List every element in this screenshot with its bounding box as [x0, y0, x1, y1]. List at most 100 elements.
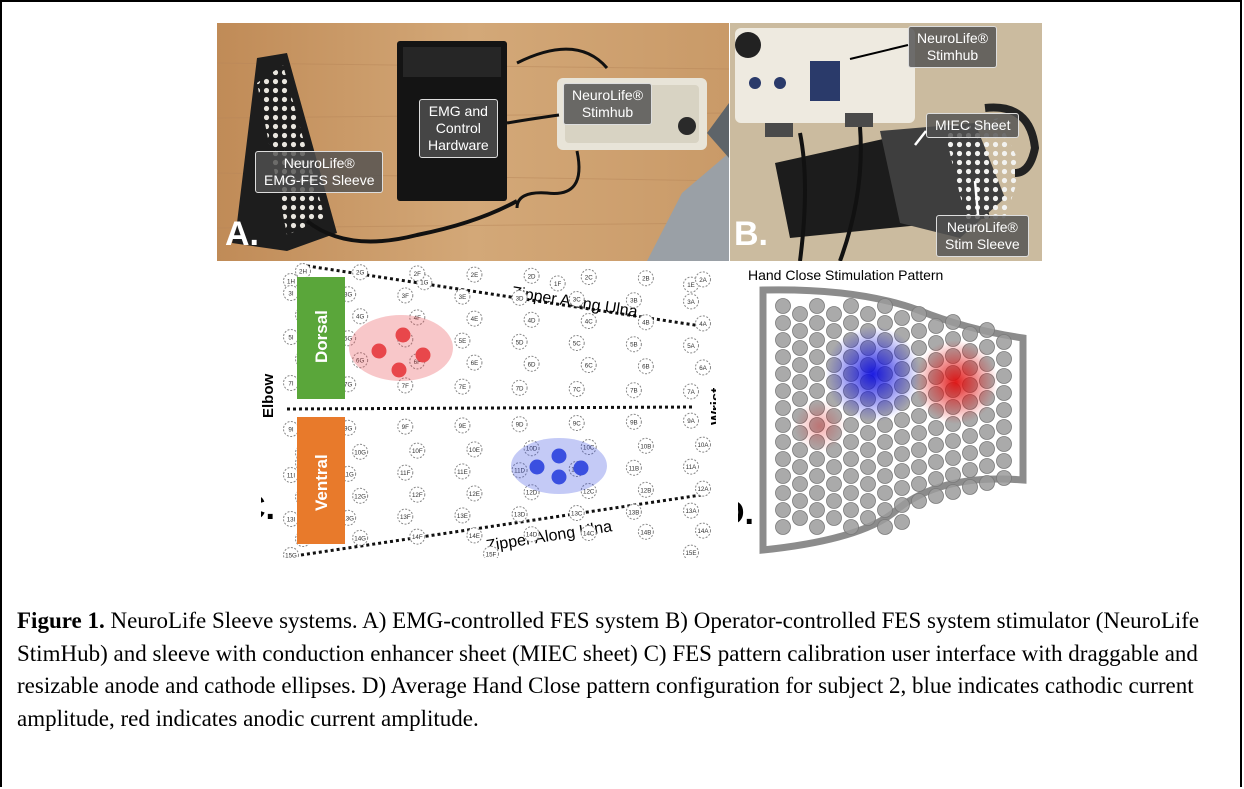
electrode-circle	[580, 357, 597, 373]
electrode: 3C	[568, 291, 585, 307]
label-emg-control-hardware: EMG and Control Hardware	[419, 99, 498, 158]
anode-electrode	[395, 327, 411, 343]
electrode: 2D	[523, 267, 540, 284]
electrode-label: 11G	[343, 471, 354, 478]
electrode-label: 7A	[687, 389, 695, 396]
electrode-dot	[775, 434, 791, 450]
electrode: 14D	[523, 526, 540, 543]
electrode-circle	[637, 314, 654, 331]
electrode-label: 11A	[686, 464, 697, 471]
anode-electrode	[415, 347, 431, 363]
electrode-circle	[523, 267, 540, 284]
electrode-label: 13D	[514, 512, 526, 519]
electrode-circle	[466, 354, 483, 371]
panel-c-ui: Zipper Along Ulna Zipper Along Ulna Elbo…	[261, 263, 716, 558]
label-stim-sleeve: NeuroLife® Stim Sleeve	[936, 215, 1029, 257]
electrode: 13F	[397, 508, 414, 525]
electrode-circle	[568, 415, 585, 431]
electrode-circle	[466, 485, 483, 502]
dorsal-bar	[297, 277, 345, 399]
electrode: 14G	[352, 529, 369, 546]
electrode-dot	[877, 519, 893, 535]
electrode-circle	[695, 359, 711, 376]
electrode-circle	[409, 442, 426, 459]
electrode-dot	[792, 493, 808, 509]
electrode: 5E	[454, 332, 471, 349]
label-line: NeuroLife®	[283, 155, 355, 171]
electrode-dot	[809, 451, 825, 467]
electrode-label: 14E	[469, 533, 480, 540]
electrode-dot	[826, 459, 842, 475]
electrode-label: 9B	[630, 419, 638, 426]
electrode-dot	[792, 476, 808, 492]
electrode-label: 11E	[457, 469, 468, 476]
electrode-label: 12C	[583, 489, 595, 496]
electrode-dot	[945, 433, 961, 449]
electrode: 4E	[466, 310, 483, 327]
electrode-dot	[962, 479, 978, 495]
electrode: 9I	[283, 421, 299, 437]
electrode: 2H	[295, 263, 311, 279]
electrode-circle	[568, 381, 585, 397]
electrode: 7B	[625, 382, 642, 399]
electrode-dot	[792, 374, 808, 390]
electrode-dot	[911, 408, 927, 424]
panel-d-pattern: Hand Close Stimulation Pattern D.	[738, 268, 1043, 558]
electrode-dot	[775, 298, 791, 314]
electrode-label: 10G	[354, 449, 366, 456]
electrode-label: 3F	[402, 293, 409, 300]
electrode: 13B	[625, 503, 642, 520]
electrode-circle	[511, 333, 528, 350]
electrode-circle	[695, 480, 711, 497]
electrode: 7E	[454, 378, 471, 395]
electrode: 4B	[637, 314, 654, 331]
electrode-dot	[843, 468, 859, 484]
electrode-dot	[843, 315, 859, 331]
electrode-dot	[809, 383, 825, 399]
electrode-circle	[637, 358, 654, 375]
electrode-label: 7F	[402, 383, 409, 390]
electrode-dot	[809, 519, 825, 535]
electrode-label: 7C	[573, 387, 581, 394]
electrode-dot	[911, 459, 927, 475]
label-line: Stim Sleeve	[945, 236, 1020, 252]
electrode: 12D	[523, 484, 540, 501]
electrode-circle	[397, 508, 414, 525]
electrode-circle	[549, 275, 566, 292]
label-line: NeuroLife®	[946, 219, 1018, 235]
label-stimhub: NeuroLife® Stimhub	[563, 83, 653, 125]
electrode: 3F	[397, 287, 414, 304]
electrode-dot	[775, 400, 791, 416]
electrode-label: 13C	[571, 511, 583, 518]
sleeve-outline	[759, 286, 1027, 554]
electrode-label: 2B	[642, 276, 650, 283]
electrode-dot	[775, 468, 791, 484]
cathode-heat	[825, 326, 921, 422]
electrode-dot	[911, 493, 927, 509]
electrode: 12C	[580, 483, 597, 499]
electrode-circle	[683, 412, 699, 429]
electrode-dot	[826, 476, 842, 492]
electrode-dot	[792, 357, 808, 373]
electrode-circle	[625, 382, 642, 399]
electrode-dot	[928, 488, 944, 504]
anode-heat	[914, 340, 998, 424]
electrode-label: 9G	[344, 425, 352, 432]
electrode-dot	[996, 419, 1012, 435]
anode-heat-faint	[794, 400, 846, 452]
panel-a-letter: A.	[225, 215, 259, 253]
electrode-label: 13G	[342, 515, 354, 522]
cathode-electrode	[551, 469, 567, 485]
caption-label: Figure 1.	[17, 608, 105, 633]
electrode-circle	[397, 464, 414, 481]
electrode-dot	[860, 425, 876, 441]
electrode-dot	[996, 402, 1012, 418]
electrode-dot	[775, 451, 791, 467]
electrode-dot	[775, 417, 791, 433]
electrode-label: 6B	[642, 364, 650, 371]
electrode-circle	[637, 437, 654, 454]
electrode-circle	[454, 288, 471, 305]
electrode-label: 9F	[402, 424, 409, 431]
electrode-circle	[523, 526, 540, 543]
electrode-dot	[877, 502, 893, 518]
